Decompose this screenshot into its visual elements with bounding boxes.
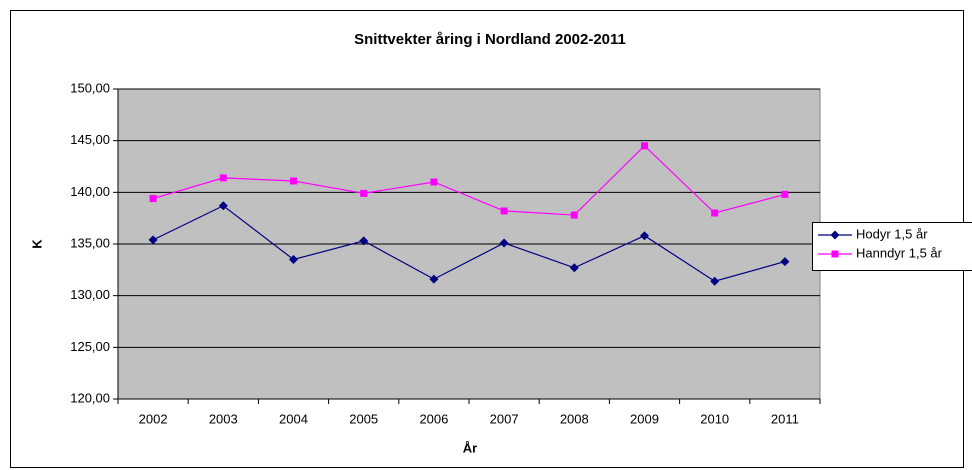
point — [710, 276, 720, 286]
y-tick-label: 120,00 — [70, 390, 110, 405]
y-tick-label: 135,00 — [70, 235, 110, 250]
x-tick-label: 2003 — [209, 411, 238, 426]
x-tick-label: 2009 — [630, 411, 659, 426]
point — [499, 238, 509, 248]
point — [640, 231, 649, 241]
point — [711, 209, 719, 217]
point — [641, 142, 648, 150]
x-tick-label: 2008 — [560, 411, 589, 426]
x-tick-label: 2010 — [700, 411, 729, 426]
point — [569, 263, 579, 273]
series-line — [152, 205, 786, 282]
point — [290, 177, 297, 185]
y-tick-label: 140,00 — [70, 184, 110, 199]
point — [360, 189, 368, 197]
legend-marker — [830, 230, 840, 240]
y-tick-label: 130,00 — [70, 287, 110, 302]
point — [218, 201, 228, 211]
point — [781, 190, 789, 198]
x-tick-label: 2004 — [279, 411, 308, 426]
x-tick-label: 2002 — [139, 411, 168, 426]
y-tick-label: 125,00 — [70, 339, 110, 354]
x-tick-label: 2007 — [490, 411, 519, 426]
point — [430, 178, 438, 186]
point — [570, 211, 578, 219]
point — [429, 274, 439, 284]
point — [780, 257, 790, 267]
y-tick-label: 150,00 — [70, 80, 110, 95]
series-line — [152, 144, 786, 216]
x-tick-label: 2005 — [349, 411, 378, 426]
y-axis-label: K — [29, 239, 44, 249]
point — [500, 207, 508, 215]
x-axis-label: År — [463, 440, 477, 455]
chart-title: Snittvekter åring i Nordland 2002-2011 — [354, 31, 626, 48]
point — [219, 174, 227, 182]
x-tick-label: 2006 — [419, 411, 448, 426]
y-tick-label: 145,00 — [70, 132, 110, 147]
point — [359, 236, 369, 246]
x-tick-label: 2011 — [771, 411, 799, 426]
point — [148, 235, 158, 245]
legend-label: Hanndyr 1,5 år — [856, 245, 943, 260]
legend-label: Hodyr 1,5 år — [856, 226, 928, 241]
legend-box — [812, 222, 972, 271]
point — [289, 255, 298, 264]
point — [149, 195, 157, 203]
legend-marker — [831, 250, 839, 258]
